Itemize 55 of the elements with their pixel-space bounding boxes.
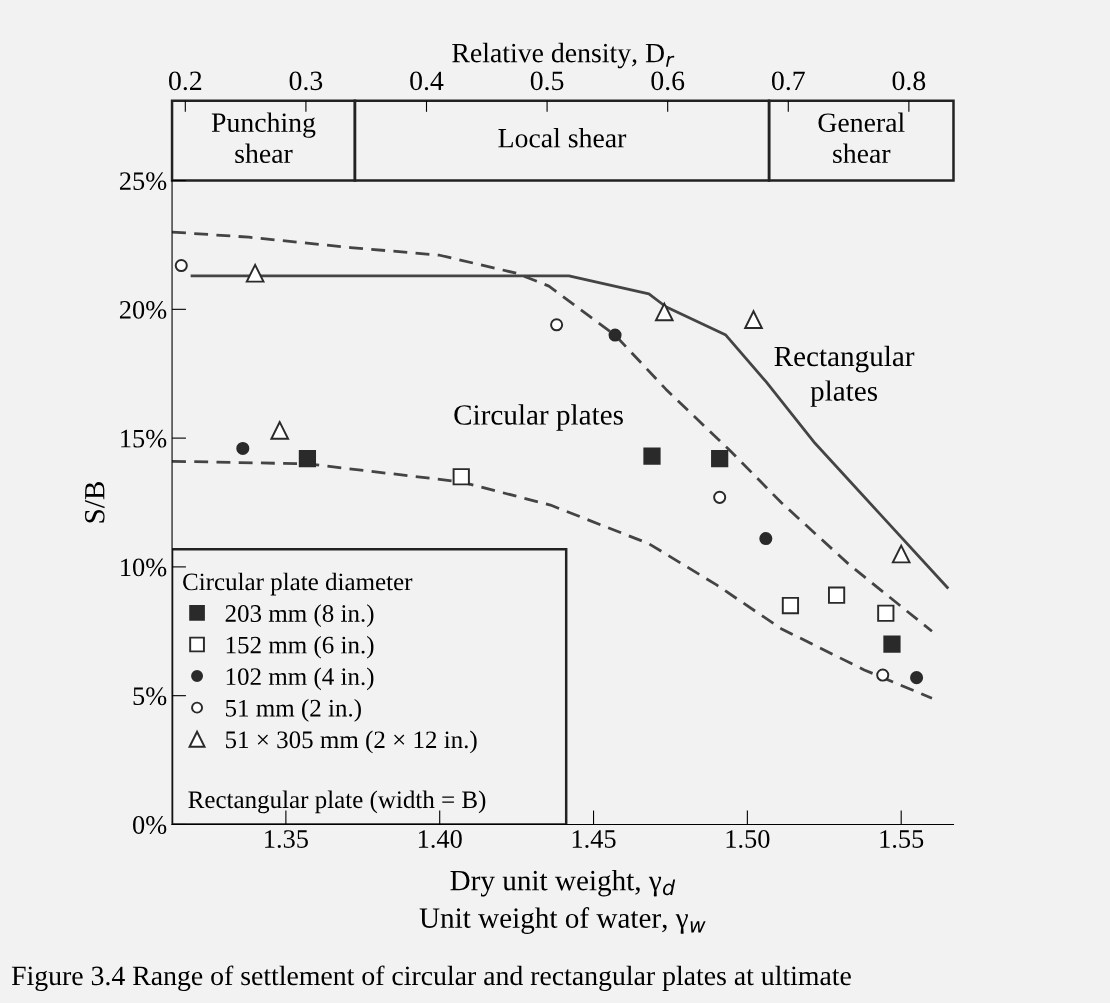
text: Punching shear (211, 112, 316, 164)
point (654, 302, 674, 322)
y-axis-title: S/B (84, 482, 105, 523)
x-tick-label: 1.50 (726, 830, 770, 849)
y-tick-label: 25% (119, 172, 167, 191)
legend-label: 102 mm (4 in.) (226, 667, 374, 691)
point (876, 668, 890, 682)
annotation: Rectangular plate (width = B) (188, 790, 486, 814)
annotation: Rectangular plates (774, 345, 915, 407)
y-tick-label: 15% (121, 429, 167, 448)
x2-tick-label: 0.8 (892, 71, 926, 91)
point (711, 450, 729, 468)
point (245, 263, 265, 283)
y-tick-label: 0% (133, 816, 167, 834)
legend-label: 51 × 305 mm (2 × 12 in.) (226, 730, 477, 754)
x-tick-label: 1.55 (880, 830, 924, 849)
point (781, 596, 800, 615)
x2-tick-label: 0.3 (289, 71, 323, 91)
point (713, 490, 727, 504)
annotation: Circular plates (454, 404, 623, 431)
point (550, 318, 564, 332)
x2-tick-label: 0.7 (771, 71, 805, 91)
legend-title: Circular plate diameter (183, 572, 413, 596)
y-tick-label: 5% (133, 687, 167, 706)
x-tick-label: 1.40 (418, 830, 462, 849)
point (452, 468, 470, 486)
point (270, 421, 290, 440)
point (827, 586, 846, 604)
x2-tick-label: 0.4 (410, 71, 444, 91)
text: Figure 3.4 Range of settlement of circular and rectangular plates at ultimate (11, 965, 851, 991)
point (891, 544, 911, 564)
point (174, 259, 188, 273)
x2-tick-label: 0.2 (169, 71, 202, 91)
x2-tick-label: 0.5 (530, 71, 564, 91)
y-tick-label: 10% (121, 558, 167, 577)
point (759, 532, 773, 546)
legend-label: 152 mm (6 in.) (226, 635, 374, 659)
point (910, 671, 924, 685)
legend-label: 51 mm (2 in.) (226, 699, 361, 722)
text: General shear (818, 112, 905, 164)
point (298, 450, 317, 468)
point (877, 604, 895, 622)
point (883, 635, 901, 653)
x-tick-label: 1.35 (265, 830, 308, 849)
x2-tick-label: 0.6 (651, 71, 685, 91)
x2-axis-title: Relative density, D$_{r}$ (452, 42, 675, 69)
y-tick-label: 20% (119, 300, 167, 319)
x-tick-label: 1.45 (572, 830, 616, 849)
text: Local shear (498, 128, 627, 148)
point (236, 441, 250, 455)
point (744, 310, 763, 329)
legend-label: 203 mm (8 in.) (225, 604, 374, 627)
point (608, 328, 622, 342)
point (643, 447, 661, 465)
x-axis-title: Dry unit weight, γ$_{d}$ Unit weight of water, γ$_{w}$ (419, 869, 706, 934)
